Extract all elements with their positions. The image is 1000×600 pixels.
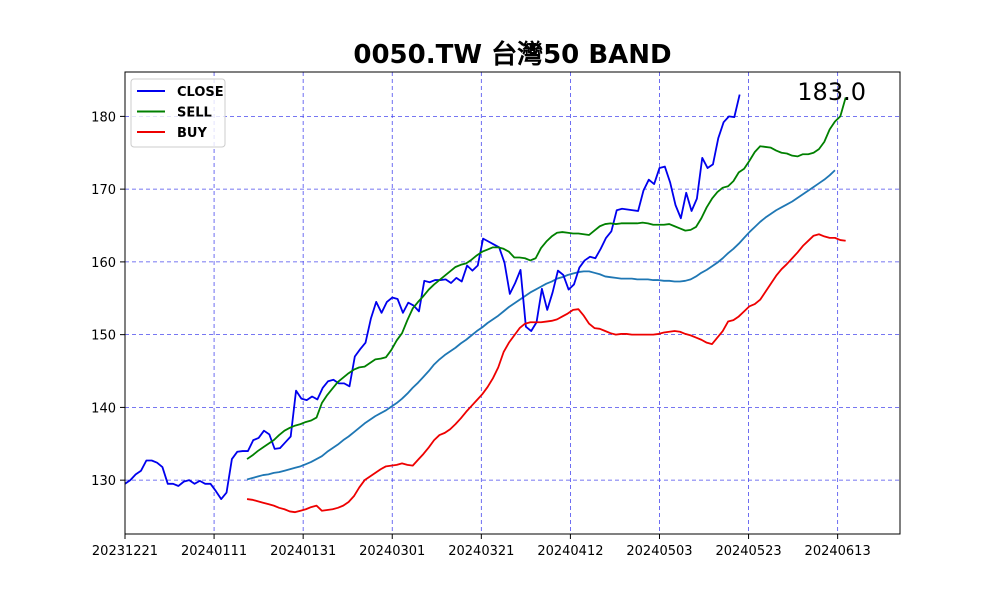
legend-label-sell: SELL — [177, 106, 212, 121]
x-tick-label: 20240301 — [359, 544, 425, 559]
x-tick-label: 20240111 — [181, 544, 247, 559]
y-tick-label: 140 — [91, 401, 116, 416]
chart-title: 0050.TW 台灣50 BAND — [353, 39, 671, 70]
last-close-annotation: 183.0 — [797, 78, 866, 106]
y-axis-ticks: 130 140 150 160 170 180 — [91, 110, 125, 489]
x-tick-label: 20240503 — [626, 544, 692, 559]
legend-box — [130, 78, 226, 148]
x-tick-label: 20240613 — [805, 544, 871, 559]
legend: CLOSE SELL BUY — [130, 78, 226, 148]
sell-line — [246, 97, 847, 460]
x-tick-label: 20240523 — [715, 544, 781, 559]
x-tick-label: 20240131 — [270, 544, 336, 559]
y-tick-label: 150 — [91, 329, 116, 344]
legend-label-close: CLOSE — [177, 85, 224, 100]
x-axis-ticks: 20231221 20240111 20240131 20240301 20240321… — [92, 534, 871, 559]
series-lines — [124, 94, 847, 514]
close-line — [124, 94, 741, 500]
buy-line — [246, 233, 846, 514]
x-tick-label: 20240321 — [448, 544, 514, 559]
y-tick-label: 160 — [91, 256, 116, 271]
moving-average-line — [246, 169, 836, 481]
plot-frame — [124, 71, 901, 535]
y-tick-label: 170 — [91, 183, 116, 198]
y-tick-label: 180 — [91, 110, 116, 125]
x-tick-label: 20231221 — [92, 544, 158, 559]
x-tick-label: 20240412 — [537, 544, 603, 559]
legend-label-buy: BUY — [177, 126, 207, 141]
y-tick-label: 130 — [91, 474, 116, 489]
grid-lines — [124, 72, 900, 534]
